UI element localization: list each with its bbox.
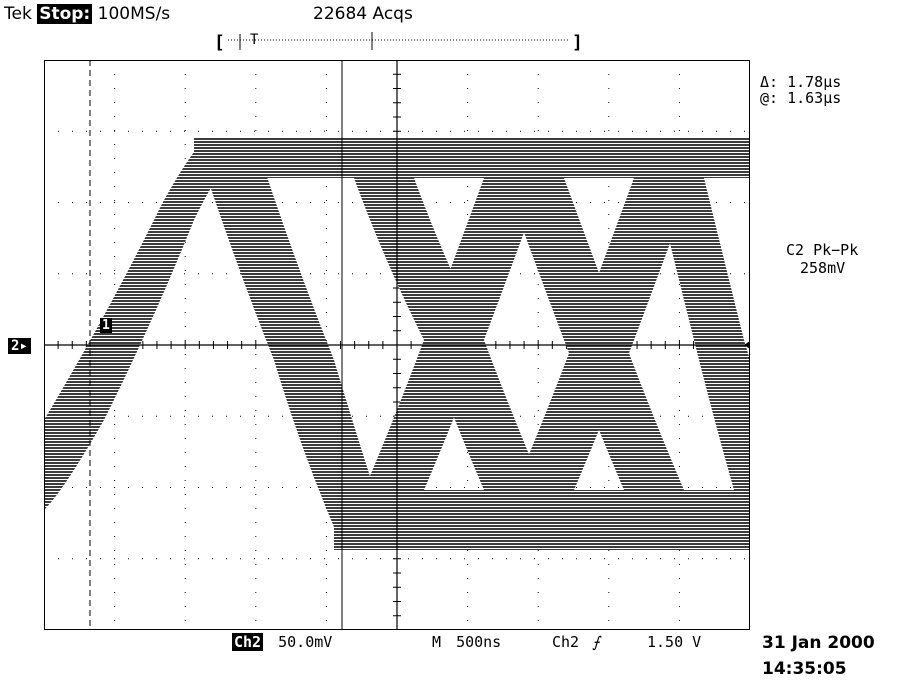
record-bracket-left: [	[214, 32, 225, 53]
trigger-channel: Ch2	[552, 633, 580, 651]
eye-pattern-trace	[44, 138, 750, 550]
trigger-level: 1.50 V	[646, 633, 702, 651]
cursor-1-marker[interactable]: 1	[100, 318, 112, 333]
right-edge-marker	[744, 341, 750, 349]
channel-scale: Ch2 50.0mV	[232, 633, 332, 651]
volts-per-div: 50.0mV	[278, 633, 333, 651]
trigger-slope-icon: ⨍	[592, 633, 600, 651]
eye-bottom-rail	[334, 490, 750, 550]
timebase-value: 500ns	[456, 633, 502, 651]
sample-rate: 100MS/s	[97, 4, 171, 24]
scope-header: Tek Stop: 100MS/s	[4, 4, 170, 24]
brand-label: Tek	[4, 4, 32, 24]
trigger-position-marker[interactable]: T	[250, 32, 259, 48]
trigger-readout: Ch2 ⨍ 1.50 V	[552, 633, 701, 651]
capture-date: 31 Jan 2000	[762, 633, 875, 653]
acquisition-count: 22684 Acqs	[313, 4, 413, 24]
measurement-label: C2 Pk−Pk	[786, 241, 859, 259]
graticule-axes	[44, 60, 750, 630]
record-window-bar: [ ]	[214, 32, 583, 53]
eye-cross-2b	[514, 178, 694, 490]
delta-readout: Δ: 1.78μs	[760, 73, 842, 91]
channel-badge[interactable]: Ch2	[232, 633, 264, 651]
measurement-value: 258mV	[800, 259, 846, 277]
timebase-label: M	[432, 633, 442, 651]
channel-2-ground-label: 2	[11, 338, 20, 354]
eye-top-rail	[194, 138, 750, 178]
record-bracket-right: ]	[572, 32, 583, 53]
capture-time: 14:35:05	[762, 659, 847, 679]
eye-cross-3	[654, 178, 750, 490]
eye-cross-1b	[364, 178, 544, 490]
eye-leading-edge	[44, 138, 244, 510]
run-state-badge[interactable]: Stop:	[37, 4, 93, 24]
at-readout: @: 1.63μs	[760, 89, 842, 107]
timebase-readout: M 500ns	[432, 633, 501, 651]
channel-2-ground-marker[interactable]: 2▸	[8, 338, 31, 354]
eye-falling-edge-1	[194, 138, 394, 550]
waveform-display[interactable]	[44, 60, 750, 630]
